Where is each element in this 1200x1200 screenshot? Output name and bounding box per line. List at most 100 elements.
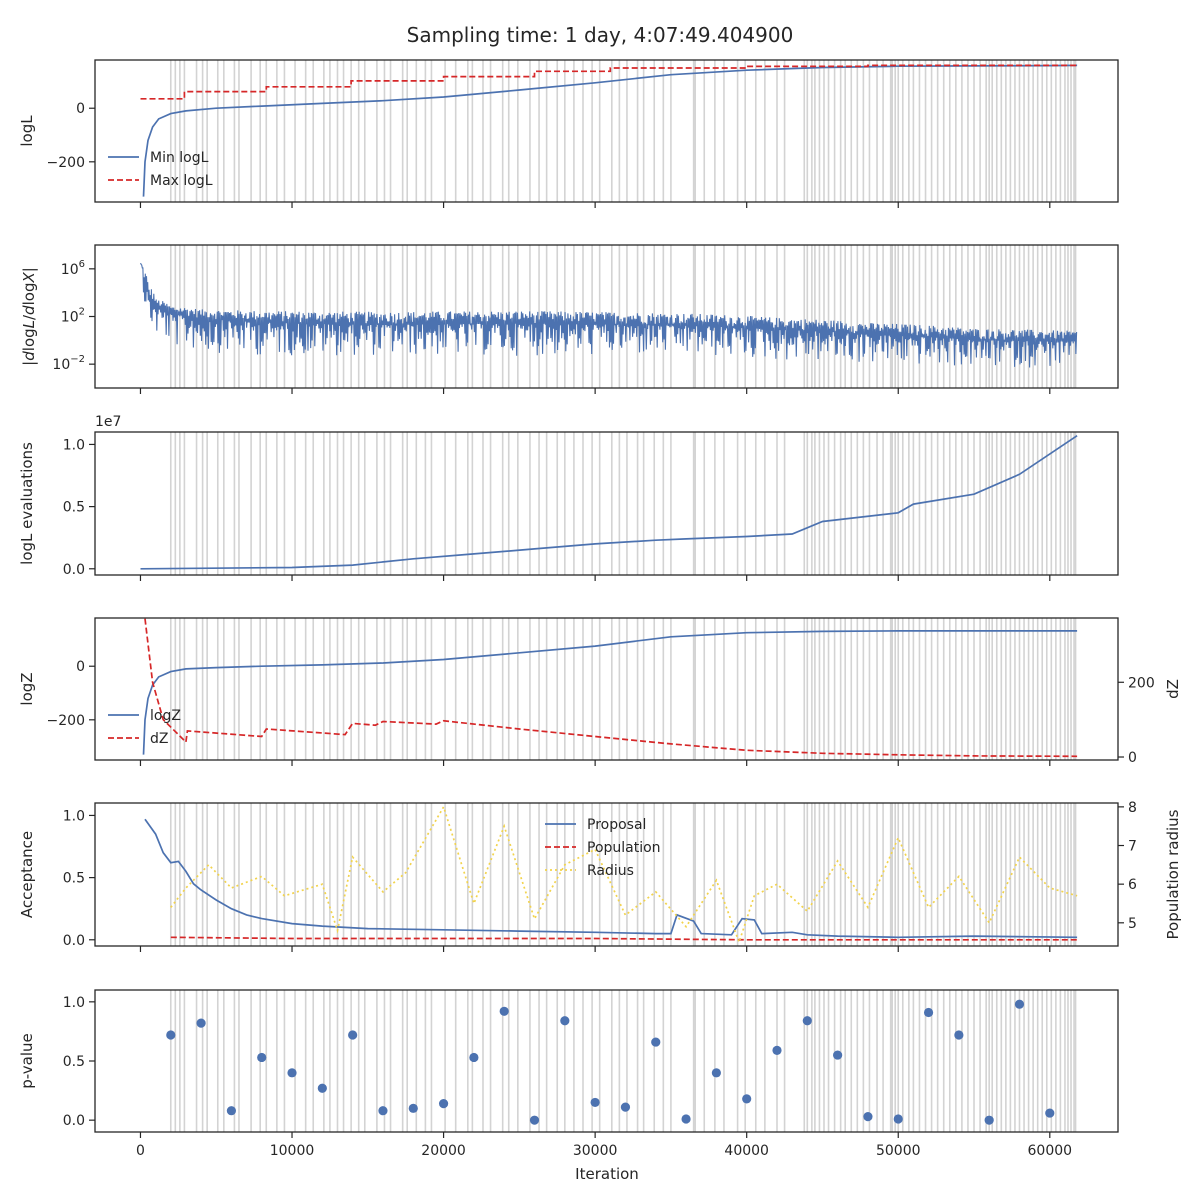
insertion-markers [169, 618, 1077, 760]
y-axis-label: p-value [18, 1033, 36, 1089]
y-tick-label: 0 [76, 101, 85, 117]
data-point [651, 1037, 661, 1047]
data-point [802, 1016, 812, 1026]
series-dz-line [144, 618, 1078, 758]
y-tick-label-right: 6 [1128, 877, 1137, 893]
y-tick-label: 106 [61, 259, 85, 278]
series-layer [166, 999, 1055, 1125]
y-tick-label: 102 [61, 307, 85, 326]
series-layer [140, 64, 1078, 197]
series-radius-line [170, 804, 1078, 945]
series-max-logl-line [140, 64, 1078, 100]
y-tick-label-right: 5 [1128, 916, 1137, 932]
panel-frame [94, 59, 1119, 203]
x-tick-label: 20000 [421, 1143, 466, 1159]
y-tick-label-right: 0 [1128, 750, 1137, 766]
x-tick-label: 60000 [1028, 1143, 1073, 1159]
legend-label: Radius [587, 863, 634, 879]
legend-label: Population [587, 840, 661, 856]
offset-text: 1e7 [95, 414, 121, 430]
series-population-line [170, 936, 1078, 941]
data-point [348, 1030, 358, 1040]
panel-frame [94, 802, 1119, 947]
data-point [257, 1052, 267, 1063]
data-point [863, 1112, 873, 1122]
series-layer [144, 804, 1078, 945]
x-tick-label: 50000 [876, 1143, 921, 1159]
data-point [1045, 1108, 1055, 1118]
y-tick-label: 1.0 [63, 808, 85, 824]
data-point [984, 1115, 994, 1125]
data-point [499, 1006, 509, 1016]
legend-label: Max logL [150, 173, 213, 189]
data-point [438, 1099, 449, 1109]
y-tick-label-right: 7 [1128, 839, 1137, 855]
data-point [954, 1030, 964, 1040]
y-tick-label-right: 200 [1128, 675, 1155, 691]
panel-frame [94, 617, 1119, 761]
legend-label: Proposal [587, 817, 646, 833]
data-point [772, 1045, 782, 1055]
panel-frame [94, 989, 1119, 1133]
x-tick-label: 30000 [573, 1143, 618, 1159]
panel-6: 0 10000 20000 30000 40000 50000 60000 1.0 0.5 0.0… [18, 989, 1119, 1159]
data-point [408, 1103, 418, 1113]
series-proposal-line [144, 818, 1078, 939]
panel-frame [94, 431, 1119, 576]
insertion-markers [169, 990, 1077, 1132]
series-layer [142, 618, 1078, 758]
panel-5: 1.0 0.5 0.0 8 7 6 5 Population radius Acceptance… [18, 800, 1182, 952]
data-point [923, 1007, 934, 1018]
data-point [166, 1030, 176, 1040]
series-3-0-line [140, 434, 1078, 570]
y-axis-label: Acceptance [18, 831, 36, 918]
y-tick-label: 1.0 [63, 437, 85, 453]
data-point [226, 1106, 236, 1116]
data-point [196, 1018, 206, 1028]
data-point [529, 1115, 540, 1125]
legend: logZ dZ [108, 708, 181, 747]
legend-label: Min logL [150, 150, 209, 166]
panel-1: 0 −200 logL Min logL Max logL [18, 59, 1119, 208]
legend-label: logZ [150, 708, 181, 724]
data-point [469, 1052, 479, 1063]
panel-3: 1.0 0.5 0.0 logL evaluations 1e7 [18, 414, 1119, 581]
series-layer [140, 434, 1078, 570]
x-tick-label: 10000 [270, 1143, 315, 1159]
series-layer [140, 262, 1078, 368]
data-point [378, 1106, 388, 1116]
y-tick-label: 1.0 [63, 995, 85, 1011]
y-tick-label: 0.5 [63, 1054, 85, 1070]
y-tick-label: 0.0 [63, 562, 85, 578]
data-point [681, 1114, 691, 1124]
x-tick-label: 40000 [724, 1143, 769, 1159]
y-tick-label: −200 [47, 713, 85, 729]
data-point [317, 1083, 327, 1093]
insertion-markers [169, 245, 1077, 388]
legend: Min logL Max logL [108, 150, 213, 189]
data-point [590, 1097, 600, 1108]
data-point [833, 1050, 843, 1060]
data-point [287, 1068, 297, 1078]
data-point [893, 1114, 903, 1124]
y-tick-label: 0.0 [63, 1113, 85, 1129]
figure-title: Sampling time: 1 day, 4:07:49.404900 [407, 23, 794, 47]
data-point [1014, 999, 1025, 1009]
y-tick-label: 0 [76, 659, 85, 675]
panels: 0 −200 logL Min logL Max logL 106 102 10−2 |dlog… [18, 59, 1182, 1159]
panel-2: 106 102 10−2 |dlogL/dlogX| [20, 244, 1119, 394]
insertion-markers [169, 60, 1077, 202]
insertion-markers [169, 803, 1077, 946]
y-tick-label-right: 8 [1128, 800, 1137, 816]
y-tick-label: 0.5 [63, 500, 85, 516]
data-point [620, 1102, 631, 1112]
y-axis-label: |dlogL/dlogX| [20, 267, 38, 366]
data-point [742, 1094, 752, 1104]
y-axis-label: logZ [18, 672, 36, 705]
data-point [711, 1068, 721, 1078]
legend: Proposal Population Radius [545, 817, 661, 879]
y-axis-label-right: dZ [1164, 679, 1182, 699]
data-point [560, 1016, 570, 1026]
dlogl-series-line [140, 262, 1078, 368]
